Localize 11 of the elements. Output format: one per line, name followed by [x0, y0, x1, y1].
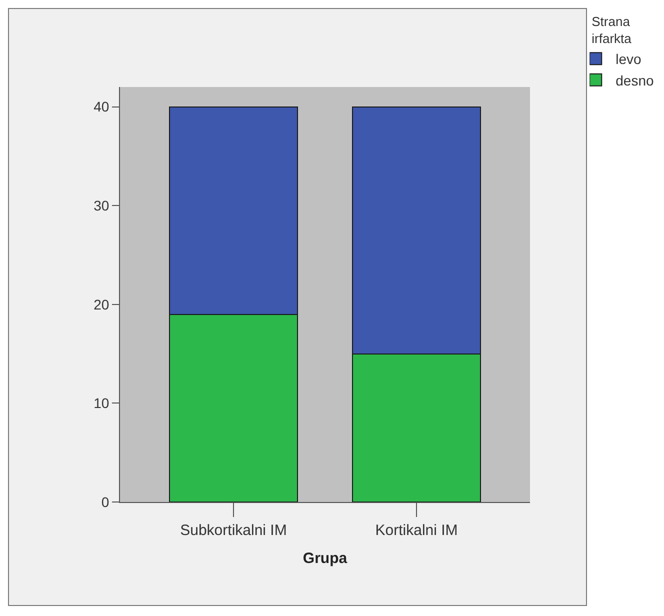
y-tick-label: 10 — [94, 395, 110, 412]
x-axis-title: Grupa — [302, 550, 348, 567]
y-tick-label: 40 — [94, 98, 110, 115]
legend-label: levo — [616, 51, 642, 68]
x-tick-label: Subkortikalni IM — [180, 522, 287, 539]
y-tick-label: 0 — [101, 494, 110, 510]
y-tick-label: 30 — [94, 197, 110, 214]
x-tick-label: Kortikalni IM — [375, 522, 458, 539]
legend-label: desno — [616, 72, 654, 88]
y-tick-label: 20 — [94, 296, 110, 312]
legend-title: Strana irfarkta — [592, 14, 632, 46]
